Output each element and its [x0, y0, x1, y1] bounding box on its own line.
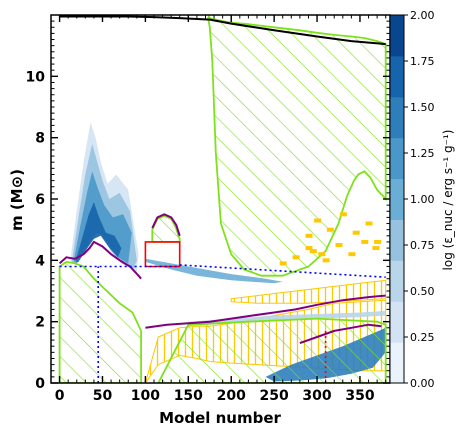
axis-ticks: 0 50 100 150 200 250 300 350 0 2 4 6 8 10: [26, 14, 390, 404]
y-tick-label-2: 4: [35, 253, 45, 269]
semiconvective-zone-1: [230, 279, 387, 304]
colorbar-tick-label-2: 0.50: [410, 285, 435, 298]
colorbar-tick-label-7: 1.75: [410, 55, 435, 68]
colorbar-band-0: [390, 342, 404, 384]
boundary-line-1: [145, 294, 386, 329]
overshoot-marker-1-3: [348, 252, 356, 257]
x-tick-label-7: 350: [345, 388, 374, 404]
overshoot-marker-0-6: [374, 239, 382, 244]
overshoot-marker-2-0: [279, 261, 287, 266]
boundary-line-0: [58, 240, 142, 280]
colorbar-tick-label-6: 1.50: [410, 101, 435, 114]
colorbar-tick-label-8: 2.00: [410, 9, 435, 22]
colorbar-label: log (ε_nuc / erg s⁻¹ g⁻¹): [441, 130, 455, 271]
overshoot-marker-1-1: [322, 258, 330, 263]
total-mass-line: [59, 15, 386, 46]
convective-zone-3: [157, 317, 387, 383]
colorbar-band-5: [390, 137, 404, 180]
dotted-line-1: [179, 264, 386, 278]
overshoot-marker-1-4: [361, 239, 369, 244]
x-axis-label: Model number: [159, 409, 281, 427]
colorbar: 0.00 0.25 0.50 0.75 1.00 1.25 1.50 1.75 2.00: [389, 9, 435, 390]
overshoot-marker-0-2: [326, 227, 334, 232]
overshoot-marker-0-4: [352, 230, 360, 235]
x-tick-label-2: 100: [131, 388, 160, 404]
red-region-outline: [144, 241, 181, 268]
colorbar-band-3: [390, 219, 404, 261]
x-tick-label-5: 250: [260, 388, 289, 404]
x-tick-label-4: 200: [217, 388, 246, 404]
overshoot-marker-0-0: [305, 233, 313, 238]
boundary-line-3: [151, 213, 181, 237]
x-tick-label-3: 150: [174, 388, 203, 404]
y-tick-label-1: 2: [35, 315, 45, 331]
colorbar-band-2: [390, 260, 404, 302]
colorbar-band-7: [390, 55, 404, 98]
overshoot-marker-0-3: [339, 212, 347, 217]
y-tick-label-4: 8: [35, 131, 45, 147]
overshoot-marker-2-3: [318, 252, 326, 257]
overshoot-marker-1-2: [335, 243, 343, 247]
colorbar-band-1: [390, 301, 404, 343]
colorbar-tick-label-3: 0.75: [410, 239, 435, 252]
x-tick-label-6: 300: [302, 388, 331, 404]
colorbar-band-4: [390, 178, 404, 220]
overshoot-marker-0-5: [365, 221, 373, 226]
y-tick-label-0: 0: [35, 376, 45, 392]
x-tick-label-1: 50: [93, 388, 113, 404]
overshoot-marker-1-0: [309, 249, 317, 254]
plot-area: [58, 15, 387, 383]
overshoot-marker-1-5: [372, 246, 380, 251]
x-tick-label-0: 0: [55, 388, 65, 404]
boundary-line-2: [299, 323, 382, 345]
y-tick-label-3: 6: [35, 192, 45, 208]
colorbar-band-8: [390, 15, 404, 57]
colorbar-band-6: [390, 96, 404, 139]
colorbar-tick-label-5: 1.25: [410, 147, 435, 160]
burning-region-3: [75, 202, 122, 264]
colorbar-tick-label-4: 1.00: [410, 193, 435, 206]
y-tick-label-5: 10: [26, 69, 46, 85]
convective-zone-1: [207, 15, 387, 277]
y-axis-label: m (M⊙): [8, 169, 26, 231]
overshoot-marker-2-1: [292, 255, 300, 260]
convective-zone-0: [58, 260, 143, 383]
colorbar-tick-label-0: 0.00: [410, 377, 435, 390]
colorbar-tick-label-1: 0.25: [410, 331, 435, 344]
overshoot-marker-0-1: [314, 218, 322, 223]
overshoot-marker-2-2: [305, 246, 313, 251]
